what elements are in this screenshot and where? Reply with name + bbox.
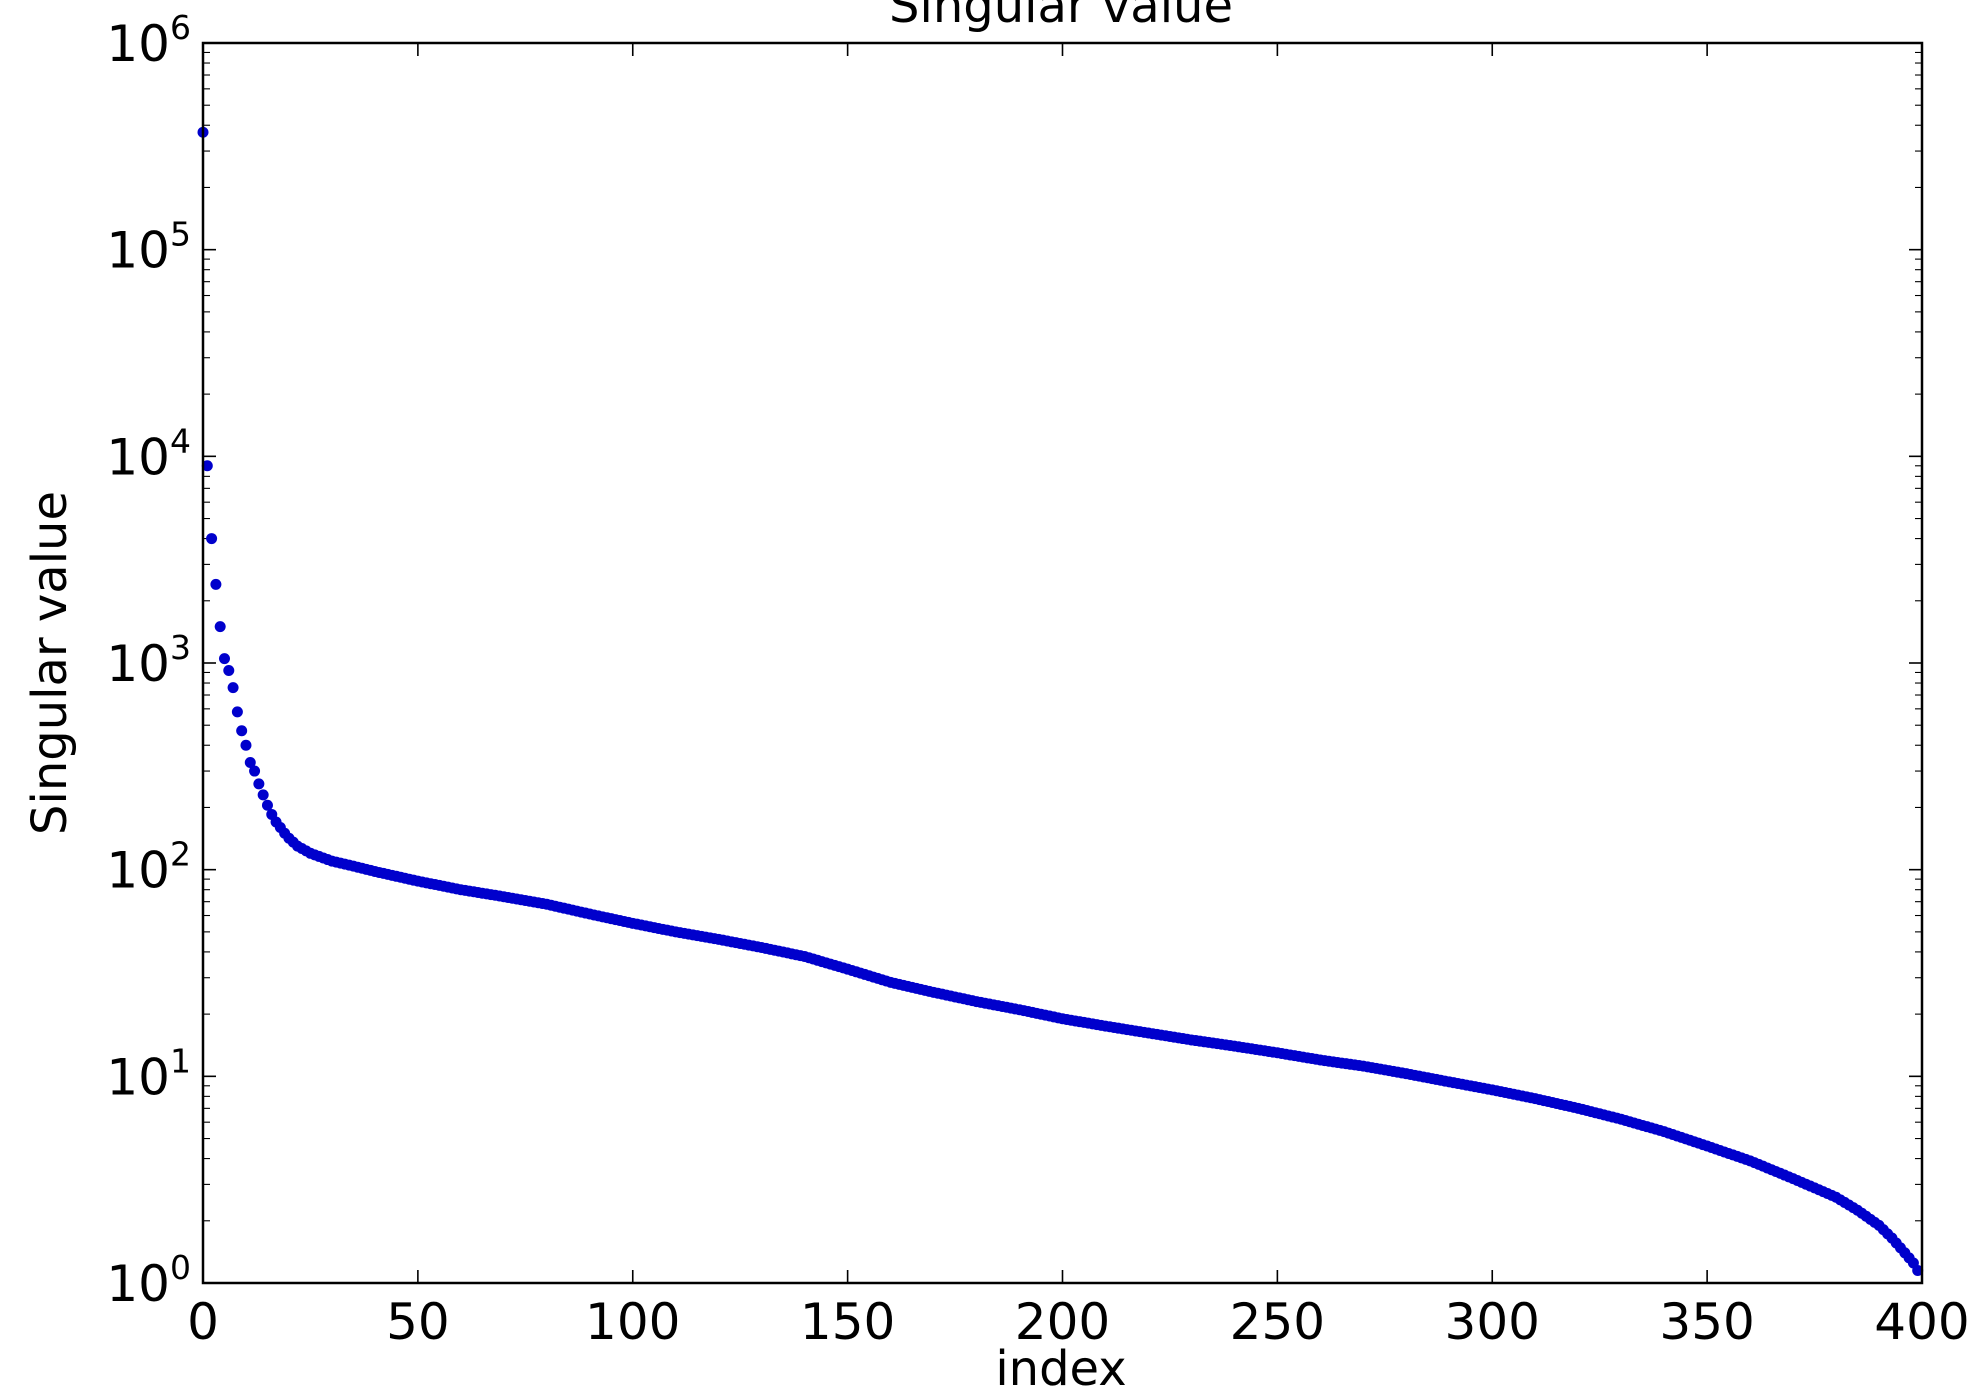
y-tick-label: 100 — [106, 1248, 191, 1313]
data-point — [201, 460, 213, 472]
y-tick-labels: 100 101 102 103 104 105 106 — [106, 8, 191, 1313]
data-point — [227, 682, 239, 694]
x-tick-labels: 0 50 100 150 200 250 300 350 400 — [187, 1293, 1970, 1351]
x-tick-label: 300 — [1445, 1293, 1540, 1351]
x-tick-label: 50 — [386, 1293, 450, 1351]
data-point — [1912, 1264, 1924, 1276]
data-point — [261, 799, 273, 811]
y-axis-label: Singular value — [22, 491, 78, 835]
data-point — [240, 739, 252, 751]
y-minor-ticks — [203, 51, 1922, 1222]
y-tick-label: 105 — [106, 215, 191, 280]
major-ticks — [202, 42, 1923, 1284]
plot-frame — [201, 41, 1924, 1285]
data-point — [257, 789, 269, 801]
data-point — [223, 664, 235, 676]
x-tick-label: 250 — [1230, 1293, 1325, 1351]
x-axis-label: index — [995, 1341, 1126, 1396]
x-tick-label: 100 — [585, 1293, 680, 1351]
data-point — [206, 533, 218, 545]
data-point — [253, 778, 265, 790]
chart-title: Singular value — [889, 0, 1233, 34]
data-point — [214, 621, 226, 633]
y-tick-label: 102 — [106, 835, 191, 900]
data-point — [236, 725, 248, 737]
x-tick-label: 400 — [1874, 1293, 1969, 1351]
x-tick-label: 350 — [1659, 1293, 1754, 1351]
data-point — [249, 765, 261, 777]
data-point — [210, 578, 222, 590]
data-points — [197, 126, 1924, 1276]
y-tick-label: 104 — [106, 421, 191, 486]
y-tick-label: 106 — [106, 8, 191, 73]
data-point — [231, 706, 243, 718]
x-tick-label: 200 — [1015, 1293, 1110, 1351]
y-tick-label: 103 — [106, 628, 191, 693]
x-tick-label: 150 — [800, 1293, 895, 1351]
data-point — [218, 653, 230, 665]
y-tick-label: 101 — [106, 1041, 191, 1106]
x-tick-label: 0 — [187, 1293, 219, 1351]
data-point — [244, 757, 256, 769]
